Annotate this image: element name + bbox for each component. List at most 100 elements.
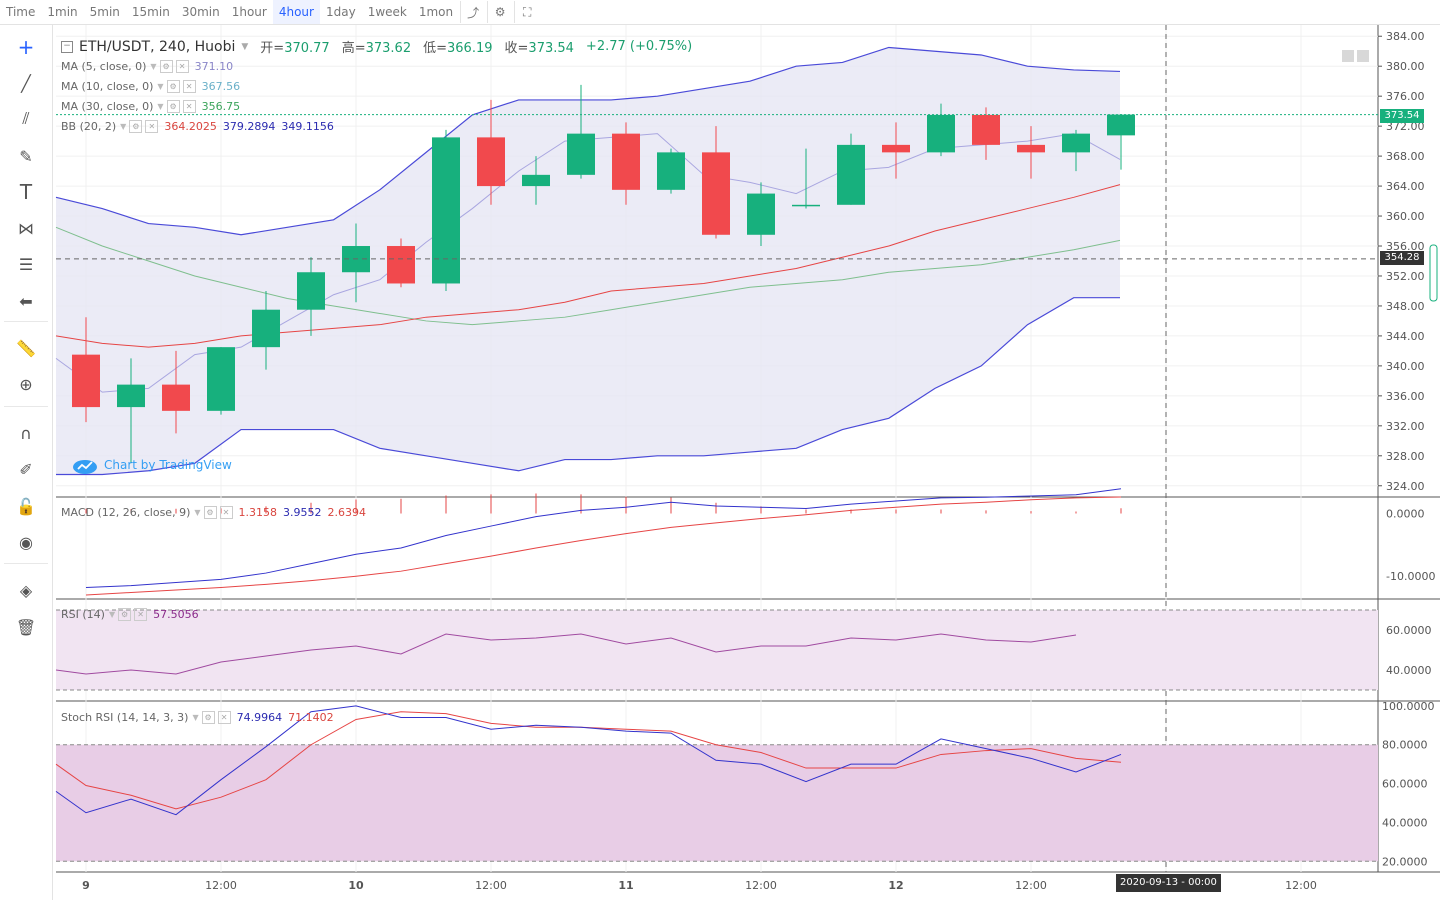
brush-icon[interactable]: ✎ <box>19 146 33 166</box>
trendline-icon[interactable]: ╱ <box>21 73 31 93</box>
zoom-icon[interactable]: ⊕ <box>19 374 33 394</box>
time-tick-label: 9 <box>82 879 90 892</box>
timeframe-time[interactable]: Time <box>6 5 36 19</box>
timeframe-30min[interactable]: 30min <box>181 5 220 19</box>
drawing-toolbar: + ╱ ⫽ ✎ T ⋈ ☰ ⬅ 📏 ⊕ ∩ ✐ 🔓 ◉ ◈ 🗑 <box>0 25 53 900</box>
rsi-value: 57.5056 <box>153 608 199 621</box>
timeframe-15min[interactable]: 15min <box>131 5 170 19</box>
settings-icon[interactable]: ⚙ <box>201 711 215 724</box>
bullish-candle <box>117 384 145 408</box>
close-icon[interactable]: ✕ <box>182 100 196 113</box>
eye-icon[interactable]: ◉ <box>19 532 33 552</box>
pencil-lock-icon[interactable]: ✐ <box>19 459 33 479</box>
settings-icon[interactable]: ⚙ <box>166 100 180 113</box>
rsi-band-fill <box>56 610 1378 690</box>
rsi-legend[interactable]: RSI (14) ▼ ⚙ ✕ 57.5056 <box>61 608 199 621</box>
magnet-icon[interactable]: ∩ <box>20 423 32 443</box>
fullscreen-icon[interactable]: ⛶ <box>514 1 539 23</box>
macd-line <box>85 488 1122 588</box>
text-icon[interactable]: T <box>19 180 33 204</box>
time-tick-label: 12:00 <box>1285 879 1317 892</box>
timeframe-4hour[interactable]: 4hour <box>272 0 320 24</box>
stoch-band-fill <box>56 744 1378 862</box>
pitchfork-icon[interactable]: ⫽ <box>22 109 30 128</box>
trash-icon[interactable]: 🗑 <box>15 617 37 637</box>
last-price-tag: 373.54 <box>1380 109 1424 123</box>
chart-style-icon[interactable]: ⤴ <box>460 1 485 23</box>
bearish-candle <box>162 384 190 411</box>
bb-lower-value: 349.1156 <box>281 120 334 133</box>
bullish-candle <box>207 347 235 411</box>
price-tick-label: 348.00 <box>1386 300 1425 313</box>
timeframe-5min[interactable]: 5min <box>89 5 120 19</box>
close-icon[interactable]: ✕ <box>134 608 148 621</box>
price-tick-label: 380.00 <box>1386 60 1425 73</box>
bearish-candle <box>387 246 415 284</box>
close-icon[interactable]: ✕ <box>219 506 233 519</box>
price-tick-label: 368.00 <box>1386 150 1425 163</box>
bollinger-upper-line <box>55 46 1121 236</box>
settings-icon[interactable]: ⚙ <box>118 608 132 621</box>
bb-upper-value: 379.2894 <box>222 120 276 133</box>
layers-icon[interactable]: ◈ <box>19 580 33 600</box>
stoch-tick-label: 20.0000 <box>1382 855 1428 868</box>
symbol-title[interactable]: ETH/USDT, 240, Huobi <box>79 38 236 55</box>
tool-separator <box>4 406 48 407</box>
settings-icon[interactable]: ⚙ <box>129 120 143 133</box>
price-tick-label: 332.00 <box>1386 420 1425 433</box>
timeframe-1week[interactable]: 1week <box>367 5 407 19</box>
macd-legend[interactable]: MACD (12, 26, close, 9) ▼ ⚙ ✕ 1.3158 3.955… <box>61 506 367 519</box>
rsi-line <box>55 633 1077 675</box>
bullish-candle <box>297 272 325 310</box>
price-tick-label: 360.00 <box>1386 210 1425 223</box>
stoch-k-value: 74.9964 <box>236 711 283 724</box>
time-tick-label: 12:00 <box>475 879 507 892</box>
pane-control-icon <box>1357 50 1369 62</box>
collapse-icon[interactable]: − <box>61 40 73 53</box>
macd-tick-label: 0.0000 <box>1386 508 1425 521</box>
ma10-legend[interactable]: MA (10, close, 0) ▼ ⚙ ✕ 367.56 <box>61 80 241 93</box>
close-icon[interactable]: ✕ <box>182 80 196 93</box>
settings-icon[interactable]: ⚙ <box>159 60 173 73</box>
ruler-icon[interactable]: 📏 <box>16 338 36 358</box>
timeframe-1day[interactable]: 1day <box>325 5 356 19</box>
time-tick-label: 12:00 <box>205 879 237 892</box>
open-label: 开= <box>260 41 285 56</box>
bearish-candle <box>882 144 910 153</box>
tradingview-watermark[interactable]: Chart by TradingView <box>72 456 232 474</box>
low-value: 366.19 <box>447 41 493 56</box>
back-arrow-icon[interactable]: ⬅ <box>19 291 33 311</box>
watermark-text: Chart by TradingView <box>104 458 232 472</box>
macd-hist-value: 1.3158 <box>238 506 278 519</box>
close-icon[interactable]: ✕ <box>217 711 231 724</box>
timeframe-1min[interactable]: 1min <box>47 5 78 19</box>
stoch-k-line <box>55 705 1122 816</box>
macd-signal-value: 2.6394 <box>327 506 367 519</box>
settings-icon[interactable]: ⚙ <box>487 1 512 23</box>
stoch-legend[interactable]: Stoch RSI (14, 14, 3, 3) ▼ ⚙ ✕ 74.9964 71.… <box>61 711 334 724</box>
settings-icon[interactable]: ⚙ <box>203 506 217 519</box>
timeframe-1mon[interactable]: 1mon <box>418 5 454 19</box>
stoch-tick-label: 40.0000 <box>1382 816 1428 829</box>
stoch-d-value: 71.1402 <box>288 711 334 724</box>
fib-icon[interactable]: ☰ <box>18 254 34 274</box>
crosshair-icon[interactable]: + <box>17 35 35 59</box>
dropdown-icon[interactable]: ▼ <box>241 41 249 52</box>
close-icon[interactable]: ✕ <box>175 60 189 73</box>
close-icon[interactable]: ✕ <box>145 120 159 133</box>
high-label: 高= <box>341 41 366 56</box>
ma5-value: 371.10 <box>194 60 234 73</box>
ma5-legend[interactable]: MA (5, close, 0) ▼ ⚙ ✕ 371.10 <box>61 60 234 73</box>
price-scale-handle <box>1429 244 1438 302</box>
timeframe-1hour[interactable]: 1hour <box>231 5 267 19</box>
settings-icon[interactable]: ⚙ <box>166 80 180 93</box>
ma30-legend[interactable]: MA (30, close, 0) ▼ ⚙ ✕ 356.75 <box>61 100 241 113</box>
bb-legend[interactable]: BB (20, 2) ▼ ⚙ ✕ 364.2025 379.2894 349.115… <box>61 120 334 133</box>
change-value: +2.77 (+0.75%) <box>585 39 693 54</box>
tradingview-cloud-icon <box>73 460 97 474</box>
pattern-icon[interactable]: ⋈ <box>18 218 34 238</box>
unlock-icon[interactable]: 🔓 <box>16 496 36 516</box>
bullish-candle <box>657 152 685 190</box>
ma10-label: MA (10, close, 0) <box>61 80 154 93</box>
